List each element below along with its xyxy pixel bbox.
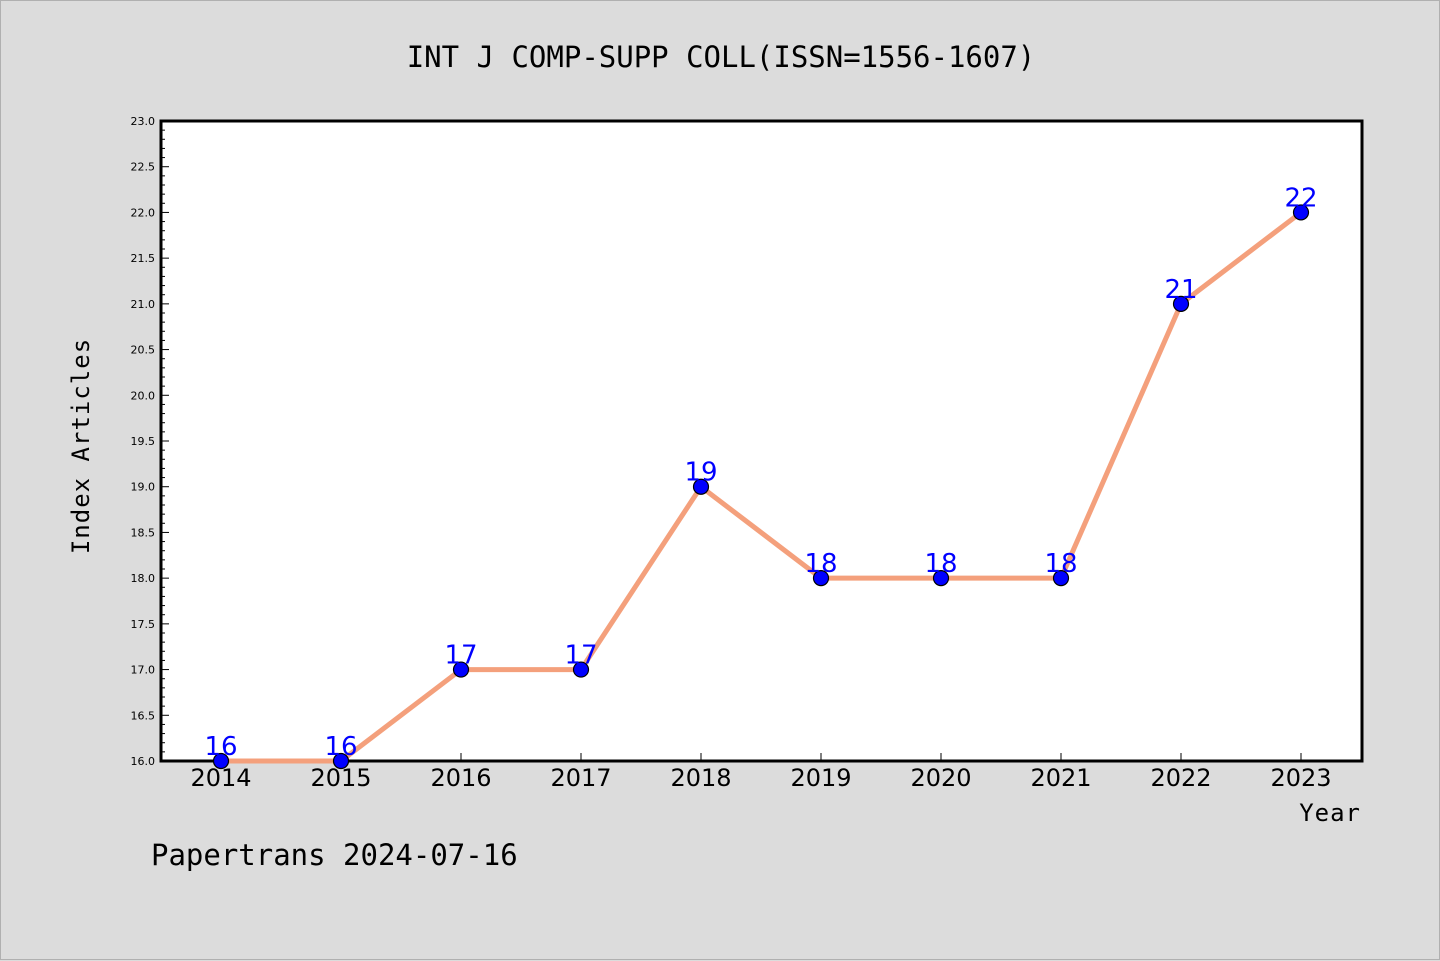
data-point (452, 661, 470, 678)
data-label: 18 (924, 549, 957, 579)
data-point (692, 478, 710, 495)
series-line-group (218, 209, 1304, 764)
chart-title: INT J COMP-SUPP COLL(ISSN=1556-1607) (407, 40, 1036, 74)
data-label: 16 (204, 732, 237, 762)
y-tick-label: 18.5 (131, 526, 156, 539)
x-axis: 2014 2015 2016 2017 2018 2019 2020 2021 2022 2023 (190, 753, 1332, 792)
data-label: 17 (444, 641, 477, 671)
footer-note: Papertrans 2024-07-16 (151, 838, 518, 872)
y-tick-label: 23.0 (131, 115, 156, 128)
x-tick-label: 2017 (550, 764, 611, 792)
x-tick-label: 2022 (1150, 764, 1211, 792)
data-label: 19 (684, 458, 717, 488)
data-point (812, 570, 830, 587)
data-point (1052, 570, 1070, 587)
x-tick-label: 2019 (790, 764, 851, 792)
plot-area (159, 119, 1364, 763)
y-tick-label: 22.0 (131, 206, 156, 219)
data-point (1172, 295, 1190, 312)
data-label: 22 (1284, 183, 1317, 213)
y-axis-label: Index Articles (67, 338, 95, 554)
x-tick-label: 2023 (1270, 764, 1331, 792)
data-label: 18 (1044, 549, 1077, 579)
y-tick-label: 19.5 (131, 435, 156, 448)
data-point (1292, 204, 1310, 221)
y-tick-label: 16.0 (131, 755, 156, 768)
x-tick-label: 2021 (1030, 764, 1091, 792)
x-tick-label: 2018 (670, 764, 731, 792)
data-label: 16 (324, 732, 357, 762)
data-label: 21 (1164, 275, 1197, 305)
data-point (332, 752, 350, 770)
data-point (212, 752, 230, 770)
x-tick-label: 2020 (910, 764, 971, 792)
y-tick-label: 21.5 (131, 252, 156, 265)
y-tick-label: 18.0 (131, 572, 156, 585)
data-point (572, 661, 590, 678)
data-label: 18 (804, 549, 837, 579)
series-line (218, 209, 1304, 764)
x-tick-label: 2016 (430, 764, 491, 792)
y-tick-label: 20.0 (131, 389, 156, 402)
data-label: 17 (564, 641, 597, 671)
y-tick-label: 22.5 (131, 161, 156, 174)
y-tick-label: 20.5 (131, 344, 156, 357)
data-points (212, 204, 1310, 770)
y-tick-label: 16.5 (131, 709, 156, 722)
y-tick-label: 21.0 (131, 298, 156, 311)
y-tick-label: 17.5 (131, 618, 156, 631)
data-labels: 16 16 17 17 19 18 18 18 21 22 (204, 183, 1317, 762)
x-axis-label: Year (1299, 799, 1361, 827)
data-point (932, 570, 950, 587)
y-tick-label: 19.0 (131, 481, 156, 494)
y-tick-label: 17.0 (131, 664, 156, 677)
y-axis: 16.0 16.5 17.0 17.5 18.0 18.5 19.0 19.5 20.0 20.5… (131, 115, 169, 768)
